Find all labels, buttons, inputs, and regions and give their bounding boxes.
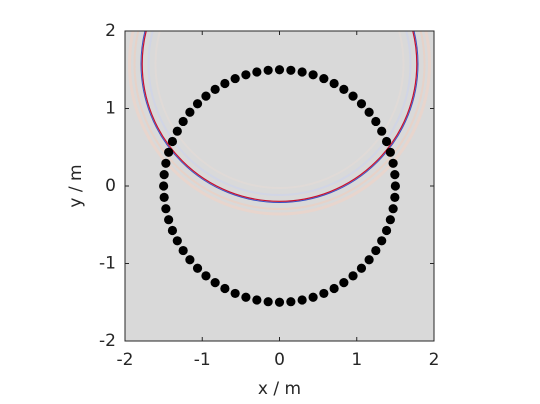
y-axis-label: y / m — [66, 164, 86, 207]
point — [161, 158, 171, 168]
point — [377, 126, 387, 136]
point — [371, 245, 381, 256]
x-tick-label: 2 — [429, 350, 440, 370]
point — [164, 215, 174, 225]
x-tick-label: -1 — [194, 350, 211, 370]
point — [348, 271, 358, 281]
wave-field — [128, 31, 431, 216]
point — [319, 73, 329, 84]
point — [308, 292, 318, 302]
point — [329, 78, 339, 89]
point — [230, 288, 240, 299]
point — [201, 271, 211, 281]
field-background — [125, 31, 434, 341]
y-tick-label: 1 — [105, 99, 116, 119]
point — [388, 204, 398, 214]
x-tick-label: 1 — [351, 350, 362, 370]
point — [388, 158, 398, 168]
x-tick-label: 0 — [274, 350, 285, 370]
point — [167, 225, 178, 236]
point — [192, 263, 203, 273]
point — [348, 91, 358, 101]
point — [356, 263, 367, 273]
point — [185, 255, 195, 265]
point — [263, 65, 273, 75]
point — [161, 204, 171, 214]
y-tick-label: -2 — [99, 331, 116, 351]
point — [274, 65, 285, 75]
y-tick-label: 0 — [105, 176, 116, 196]
point — [241, 292, 251, 302]
point — [252, 67, 262, 77]
point — [263, 297, 273, 307]
point — [339, 278, 349, 288]
point — [381, 225, 392, 236]
point — [274, 297, 285, 307]
point — [390, 192, 400, 202]
y-tick-label: -1 — [99, 254, 116, 274]
point — [210, 84, 220, 94]
point — [286, 65, 296, 75]
point — [185, 107, 195, 117]
point — [390, 181, 400, 191]
point — [192, 99, 203, 109]
point — [286, 297, 296, 307]
point — [178, 245, 188, 256]
x-axis-label: x / m — [258, 379, 301, 399]
point — [159, 170, 169, 180]
point — [385, 215, 395, 225]
point — [159, 192, 169, 202]
point — [308, 70, 318, 80]
point — [210, 278, 220, 288]
point — [220, 78, 230, 89]
point — [167, 136, 178, 147]
point — [364, 255, 374, 265]
point — [319, 288, 329, 299]
point — [172, 126, 182, 136]
point — [356, 99, 367, 109]
point — [252, 295, 262, 305]
point — [297, 295, 307, 305]
point — [385, 147, 395, 157]
point — [390, 170, 400, 180]
point — [172, 236, 182, 246]
y-tick-label: 2 — [105, 21, 116, 41]
point — [159, 181, 169, 191]
point — [230, 73, 240, 84]
point — [178, 116, 188, 127]
point — [201, 91, 211, 101]
point — [371, 116, 381, 127]
point — [220, 283, 230, 294]
x-tick-label: -2 — [117, 350, 134, 370]
point — [339, 84, 349, 94]
point — [297, 67, 307, 77]
point — [377, 236, 387, 246]
point — [381, 136, 392, 147]
point — [164, 147, 174, 157]
point — [329, 283, 339, 294]
point — [364, 107, 374, 117]
point — [241, 70, 251, 80]
